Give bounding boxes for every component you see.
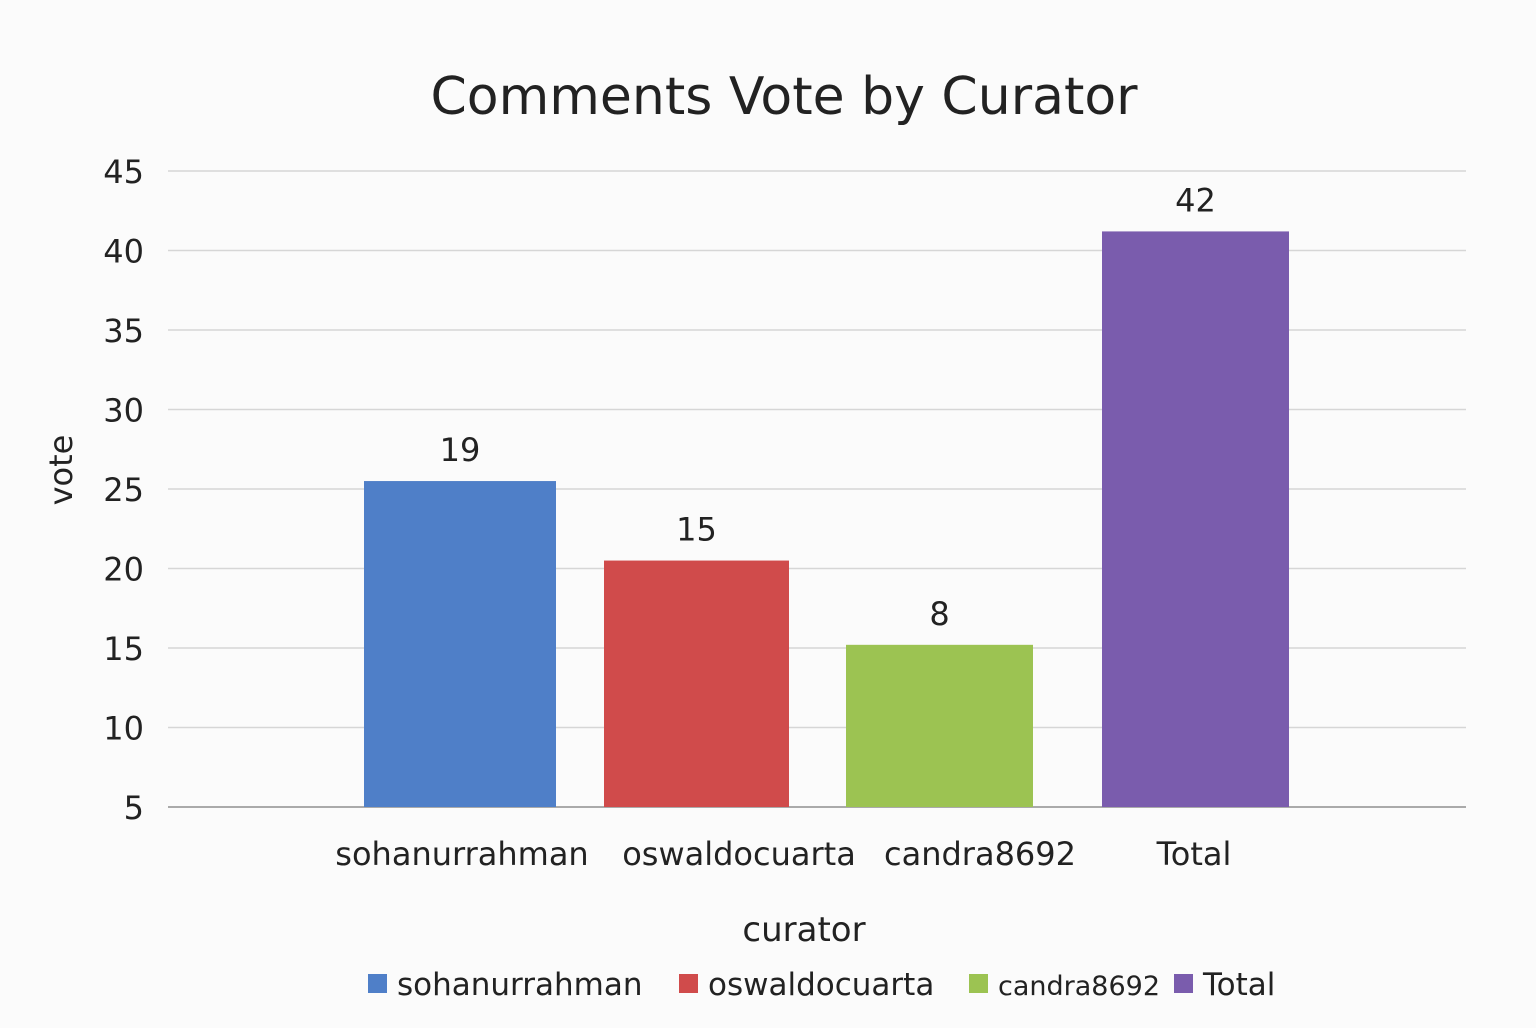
y-tick-label: 5 [124, 789, 144, 827]
y-tick-label: 15 [103, 630, 144, 668]
legend-label: oswaldocuarta [708, 967, 934, 1003]
y-tick-label: 30 [103, 392, 144, 430]
x-tick-label: sohanurrahman [335, 835, 588, 873]
legend-swatch [368, 974, 387, 993]
data-label: 15 [676, 511, 717, 549]
y-tick-label: 45 [103, 153, 144, 191]
y-tick-label: 40 [103, 233, 144, 271]
data-label: 42 [1175, 181, 1216, 219]
data-labels: 19 15 8 42 [440, 181, 1216, 632]
bars [364, 231, 1289, 808]
legend-label: Total [1202, 967, 1275, 1003]
x-axis-ticks: sohanurrahman oswaldocuarta candra8692 Tota… [335, 835, 1231, 873]
legend-swatch [969, 974, 988, 993]
x-tick-label: Total [1156, 835, 1232, 873]
y-axis-label: vote [42, 435, 80, 506]
data-label: 8 [929, 595, 949, 633]
chart-title: Comments Vote by Curator [430, 67, 1138, 127]
bar-oswaldocuarta [604, 560, 789, 807]
y-axis-ticks: 5 10 15 20 25 30 35 40 45 [103, 153, 144, 827]
y-tick-label: 25 [103, 471, 144, 509]
bar-Total [1102, 231, 1289, 808]
legend-label: candra8692 [998, 971, 1160, 1002]
y-tick-label: 20 [103, 551, 144, 589]
legend: sohanurrahman oswaldocuarta candra8692 Tota… [368, 967, 1275, 1003]
y-tick-label: 10 [103, 710, 144, 748]
legend-label: sohanurrahman [397, 967, 643, 1003]
x-tick-label: candra8692 [884, 835, 1076, 873]
x-axis-label: curator [742, 910, 865, 950]
data-label: 19 [440, 431, 481, 469]
x-tick-label: oswaldocuarta [622, 835, 856, 873]
legend-swatch [679, 974, 698, 993]
legend-swatch [1174, 974, 1193, 993]
bar-sohanurrahman [364, 481, 556, 807]
y-tick-label: 35 [103, 312, 144, 350]
bar-candra8692 [846, 644, 1033, 807]
